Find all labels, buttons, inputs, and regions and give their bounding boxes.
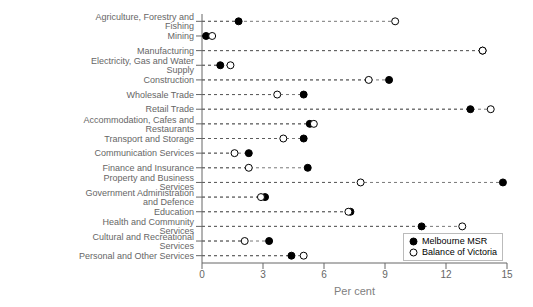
svg-text:Government Administrationand D: Government Administrationand Defence [85,188,194,207]
svg-text:Construction: Construction [143,75,194,85]
svg-text:Accommodation, Cafes andRestau: Accommodation, Cafes andRestaurants [83,115,194,134]
svg-text:3: 3 [260,269,266,280]
svg-text:Agriculture, Forestry andFishi: Agriculture, Forestry andFishing [95,12,194,31]
svg-text:Education: Education [154,207,194,217]
svg-text:Mining: Mining [167,31,194,41]
svg-text:Manufacturing: Manufacturing [137,46,194,56]
svg-text:12: 12 [440,269,452,280]
svg-text:15: 15 [501,269,513,280]
svg-text:Cultural and RecreationalServi: Cultural and RecreationalServices [92,232,194,251]
svg-text:Personal and Other Services: Personal and Other Services [79,251,195,261]
svg-text:6: 6 [321,269,327,280]
svg-text:9: 9 [382,269,388,280]
svg-text:Electricity, Gas and WaterSupp: Electricity, Gas and WaterSupply [91,56,195,75]
svg-text:0: 0 [199,269,205,280]
svg-text:Wholesale Trade: Wholesale Trade [126,90,194,100]
svg-text:Communication Services: Communication Services [94,148,194,158]
svg-text:Retail Trade: Retail Trade [145,104,194,114]
svg-text:Per cent: Per cent [334,285,375,297]
svg-text:Finance and Insurance: Finance and Insurance [102,163,194,173]
svg-text:Transport and Storage: Transport and Storage [104,134,194,144]
